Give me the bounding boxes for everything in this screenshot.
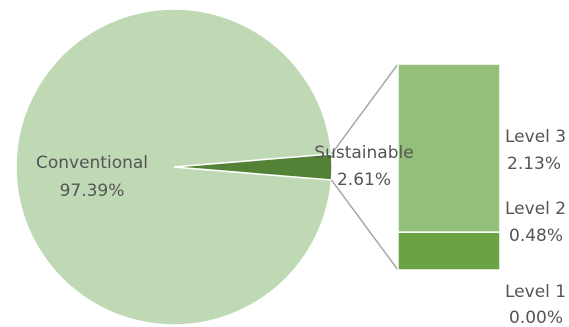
pie-slice-sustainable: [173, 153, 333, 181]
slice-value-sustainable: 2.61%: [337, 170, 391, 190]
segment-label-level-3: Level 3: [505, 127, 566, 147]
segment-label-level-1: Level 1: [505, 282, 566, 302]
slice-label-sustainable: Sustainable: [314, 143, 413, 163]
segment-value-level-1: 0.00%: [509, 308, 563, 327]
bar-segment-level-2: [397, 231, 501, 271]
segment-label-level-2: Level 2: [505, 199, 566, 219]
connector-lines: [330, 63, 399, 271]
bar-segment-level-3: [397, 63, 501, 233]
slice-label-conventional: Conventional: [36, 153, 148, 173]
connector-line-bottom: [330, 179, 399, 271]
breakdown-bar: [397, 63, 501, 271]
segment-value-level-3: 2.13%: [507, 154, 561, 174]
segment-value-level-2: 0.48%: [509, 226, 563, 246]
pie: [15, 8, 333, 326]
pie-slice-conventional: [15, 8, 333, 326]
slice-value-conventional: 97.39%: [60, 181, 125, 201]
connector-line-top: [330, 63, 399, 155]
